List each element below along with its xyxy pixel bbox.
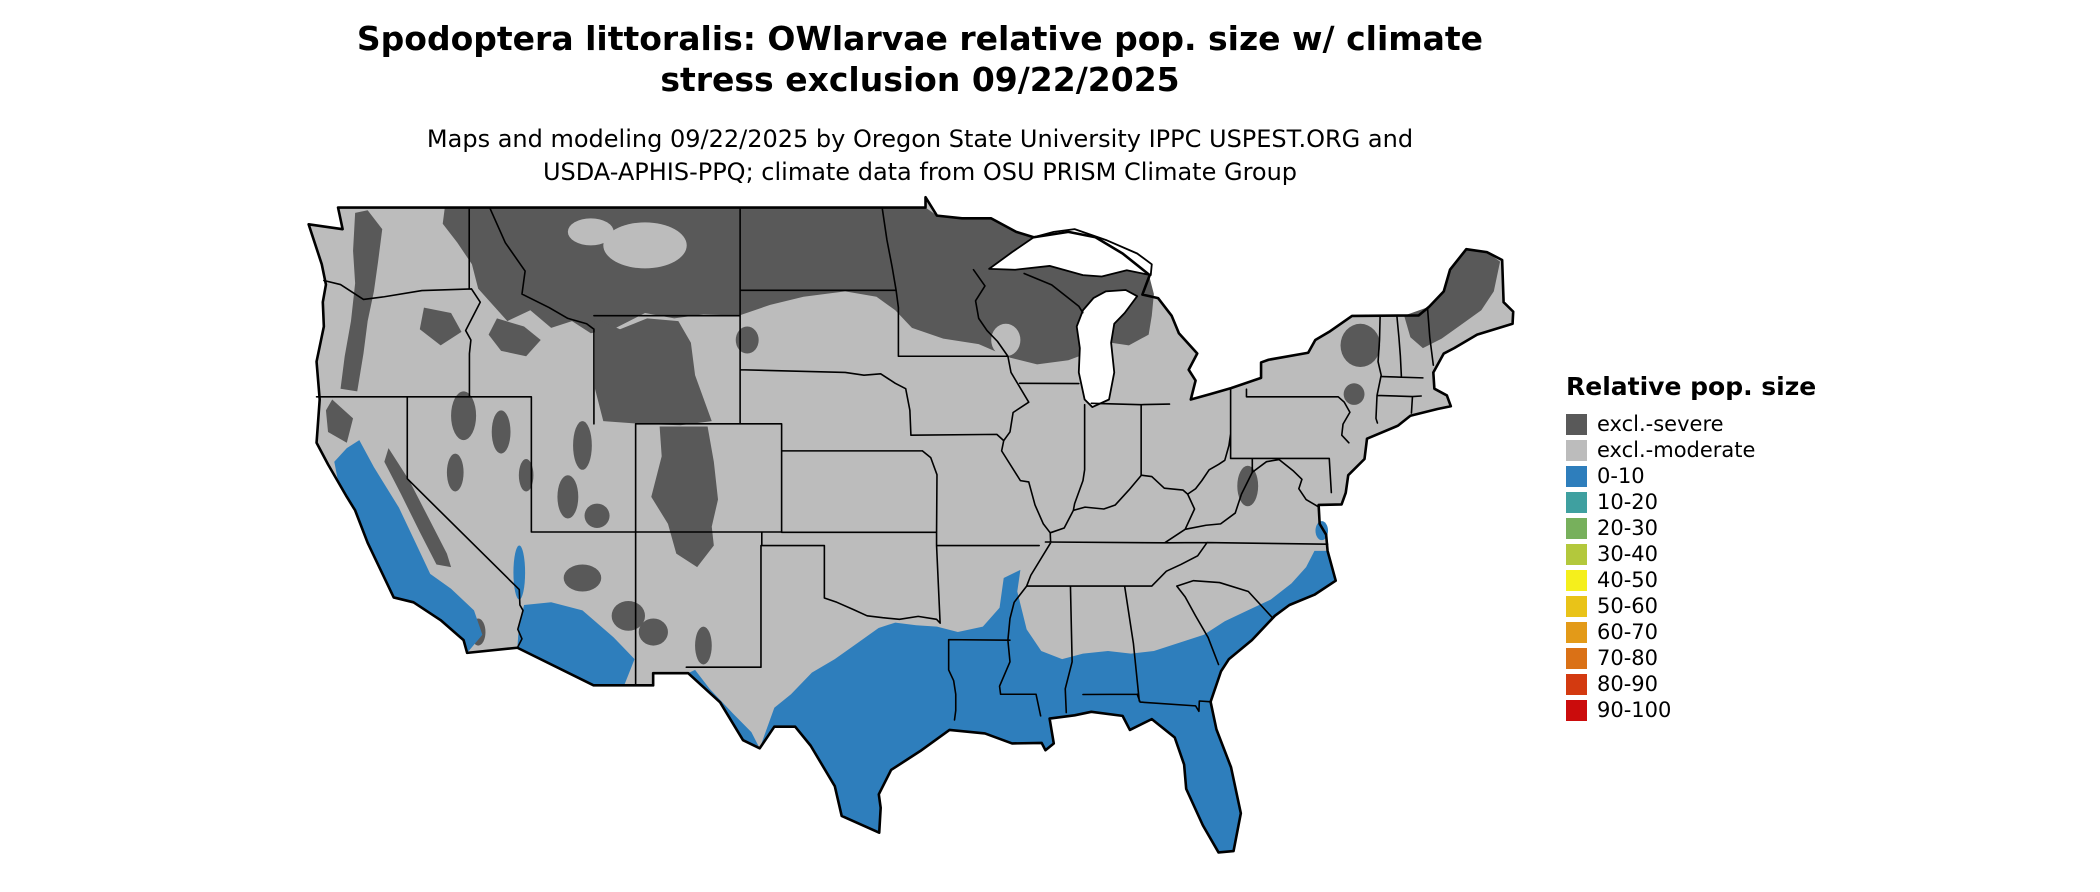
legend-item: excl.-moderate (1566, 437, 1816, 463)
legend-swatch (1566, 647, 1587, 669)
legend-label: 10-20 (1597, 490, 1659, 514)
great-basin-patch (518, 458, 534, 492)
state-boundaries (317, 208, 1434, 720)
wyoming-region (594, 318, 712, 426)
legend-item: 50-60 (1566, 593, 1816, 619)
legend-item: 0-10 (1566, 463, 1816, 489)
legend-swatch (1566, 413, 1587, 435)
utah-plateau-patch (557, 475, 579, 519)
wasatch-patch (573, 421, 592, 470)
four-corners-patch (584, 503, 610, 528)
title-line-2: stress exclusion 09/22/2025 (660, 60, 1180, 99)
legend-label: excl.-severe (1597, 412, 1724, 436)
virginia-coast-patch (1315, 521, 1329, 541)
title-line-1: Spodoptera littoralis: OWlarvae relative… (356, 19, 1484, 58)
legend-item: 80-90 (1566, 671, 1816, 697)
legend-label: 90-100 (1597, 698, 1672, 722)
white-mountains-az-patch (611, 600, 646, 631)
page-subtitle: Maps and modeling 09/22/2025 by Oregon S… (0, 123, 1840, 189)
legend-swatch (1566, 595, 1587, 617)
legend-swatch (1566, 569, 1587, 591)
legend-label: 60-70 (1597, 620, 1659, 644)
legend-swatch (1566, 465, 1587, 487)
montana-plains-patch (603, 222, 687, 269)
us-outline (309, 197, 1514, 852)
legend-label: 70-80 (1597, 646, 1659, 670)
california-valley-coast-region (334, 440, 483, 653)
legend-swatch (1566, 543, 1587, 565)
lake-michigan (1077, 290, 1137, 407)
appalachian-highlands-patch (1237, 465, 1259, 507)
sacramento-mtns-patch (695, 626, 712, 665)
legend-item: 60-70 (1566, 619, 1816, 645)
legend-label: excl.-moderate (1597, 438, 1756, 462)
legend-swatch (1566, 517, 1587, 539)
subtitle-line-1: Maps and modeling 09/22/2025 by Oregon S… (426, 125, 1414, 153)
blue-mountains-region (419, 307, 462, 346)
us-map (303, 194, 1523, 870)
legend-item: 70-80 (1566, 645, 1816, 671)
legend-item: 40-50 (1566, 567, 1816, 593)
legend-label: 0-10 (1597, 464, 1645, 488)
legend-label: 80-90 (1597, 672, 1659, 696)
sierra-nevada-region (384, 448, 452, 568)
legend-item: 20-30 (1566, 515, 1816, 541)
idaho-mountains-region (488, 318, 541, 357)
page-title: Spodoptera littoralis: OWlarvae relative… (0, 18, 1840, 100)
catskills-patch (1343, 383, 1365, 405)
legend: Relative pop. size excl.-severe excl.-mo… (1566, 372, 1816, 723)
legend-label: 50-60 (1597, 594, 1659, 618)
great-basin-patch (451, 391, 477, 441)
legend-item: 90-100 (1566, 697, 1816, 723)
cascades-region (340, 210, 383, 392)
hi-line-patch (567, 218, 614, 246)
excluded-severe-regions (325, 207, 1501, 665)
legend-title: Relative pop. size (1566, 372, 1817, 401)
legend-swatch (1566, 621, 1587, 643)
arizona-desert-region (517, 602, 635, 686)
gila-patch (638, 618, 668, 646)
legend-item: excl.-severe (1566, 411, 1816, 437)
adirondacks-patch (1340, 323, 1381, 368)
legend-swatch (1566, 673, 1587, 695)
legend-swatch (1566, 439, 1587, 461)
map-container (303, 194, 1523, 870)
mogollon-patch (563, 564, 602, 592)
klamath-region (325, 399, 354, 443)
great-basin-patch (491, 410, 511, 454)
moderate-patches (567, 218, 1021, 357)
legend-swatch (1566, 491, 1587, 513)
great-basin-patch (446, 453, 464, 492)
legend-label: 20-30 (1597, 516, 1659, 540)
gulf-southeast-region (759, 550, 1336, 853)
legend-item: 30-40 (1566, 541, 1816, 567)
driftless-patch (991, 323, 1021, 357)
black-hills-patch (735, 326, 759, 354)
legend-label: 40-50 (1597, 568, 1659, 592)
legend-label: 30-40 (1597, 542, 1659, 566)
legend-swatch (1566, 699, 1587, 721)
legend-item: 10-20 (1566, 489, 1816, 515)
subtitle-line-2: USDA-APHIS-PPQ; climate data from OSU PR… (542, 158, 1298, 186)
